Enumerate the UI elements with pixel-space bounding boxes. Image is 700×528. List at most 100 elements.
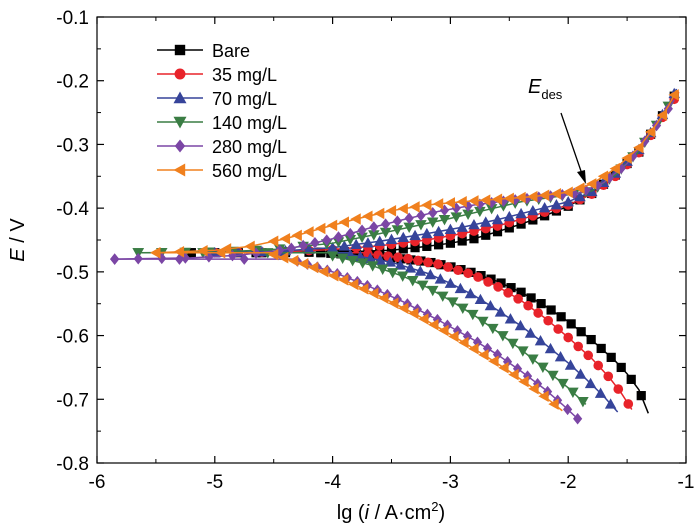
data-point [444,277,457,288]
legend-marker [173,116,187,129]
data-point [492,227,503,237]
y-tick-label: -0.3 [56,135,89,156]
edes-subscript: des [541,87,562,102]
x-tick-label: -4 [324,472,341,493]
data-point [644,126,656,138]
y-tick-label: -0.1 [56,8,89,29]
data-point [566,319,576,329]
data-point [668,89,679,101]
data-point [444,197,455,209]
data-point [356,232,368,243]
legend-marker [174,139,186,153]
data-point [385,204,397,217]
data-point [613,384,624,394]
x-axis-title-sup: 2 [431,499,438,514]
data-point [344,235,357,246]
data-point [432,198,444,210]
data-point [515,207,527,219]
data-point [439,204,450,217]
data-point [538,201,551,213]
data-point [433,259,443,269]
legend-label: Bare [212,41,250,61]
data-point [286,242,296,254]
data-point [346,256,359,267]
data-point [498,362,509,374]
data-point [410,243,420,253]
data-point [626,374,636,384]
data-point [508,368,519,381]
data-point [362,210,373,222]
data-point [515,191,526,204]
legend-label: 70 mg/L [212,89,277,109]
data-point [456,196,467,208]
data-point [308,261,319,274]
data-point [239,253,249,265]
data-point [322,234,332,246]
y-tick-label: -0.8 [56,454,89,475]
data-point [543,315,554,326]
data-point [584,377,597,389]
data-point [423,257,433,268]
data-point [326,241,339,253]
axis-ticks: -6 -5 -4 -3 -2 -1 -0.8 -0.7 -0.6 -0.5 -0.4 -0.3 -0.2… [56,8,694,493]
data-point [609,162,620,175]
data-point [463,268,473,279]
data-point [564,359,577,370]
data-point [483,277,493,287]
data-point [474,293,487,305]
data-point [404,212,414,224]
x-tick-label: -3 [442,472,459,493]
data-point [397,231,410,243]
data-point [277,251,289,264]
data-point [378,292,389,304]
data-point [418,313,429,325]
legend-label: 140 mg/L [212,113,287,133]
legend-label: 35 mg/L [212,65,277,85]
data-point [594,387,607,398]
legend: Bare 35 mg/L 70 mg/L 140 mg/L 280 mg/L 560 mg… [157,41,287,181]
data-point [364,252,377,263]
edes-arrowhead [577,170,586,184]
data-point [350,238,362,250]
data-point [406,276,419,287]
data-point [557,378,569,390]
data-point [547,370,559,382]
data-point [651,119,662,132]
data-point [593,360,604,371]
data-point [434,273,447,284]
data-point [562,196,574,207]
data-point [451,202,461,214]
data-point [133,252,143,265]
data-point [415,220,427,231]
data-point [497,331,509,342]
data-point [621,152,632,164]
data-point [491,213,504,225]
data-point [493,282,503,292]
x-axis-title-prefix: lg ( [337,502,365,524]
data-point [403,222,415,234]
data-point [244,240,255,253]
data-point [596,343,606,354]
data-point [469,234,479,244]
data-point [348,278,359,291]
data-point [279,232,291,245]
data-point [554,351,567,362]
x-tick-label: -1 [678,472,695,493]
data-point [503,287,513,298]
data-point [220,243,232,255]
data-point [503,210,516,222]
data-point [636,391,646,401]
y-tick-label: -0.7 [56,390,89,411]
curves [110,87,680,425]
data-point [573,341,584,352]
data-point [494,306,507,317]
data-point [444,223,457,234]
data-point [569,187,579,200]
data-point [338,274,349,286]
data-point [326,251,339,262]
data-point [475,198,485,210]
anodic-line [114,99,675,260]
data-point [468,342,479,355]
data-point [434,240,444,250]
data-point [616,362,626,373]
